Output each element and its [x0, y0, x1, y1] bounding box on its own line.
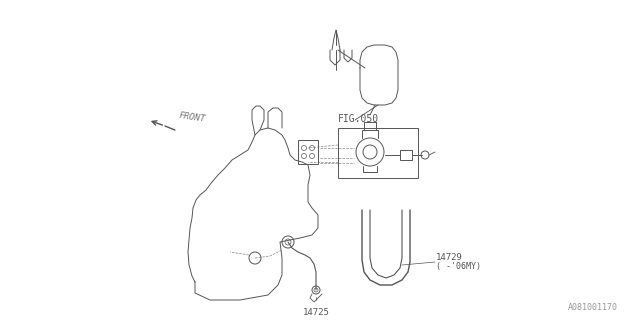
Text: ( -'06MY): ( -'06MY)	[436, 262, 481, 271]
Bar	[400, 150, 412, 160]
Bar	[298, 140, 318, 164]
Text: FIG.050: FIG.050	[338, 114, 379, 124]
Bar	[338, 128, 418, 178]
Text: 14725: 14725	[303, 308, 330, 317]
Text: 14729: 14729	[436, 253, 463, 262]
Text: FRONT: FRONT	[178, 111, 206, 124]
Text: A081001170: A081001170	[568, 303, 618, 312]
